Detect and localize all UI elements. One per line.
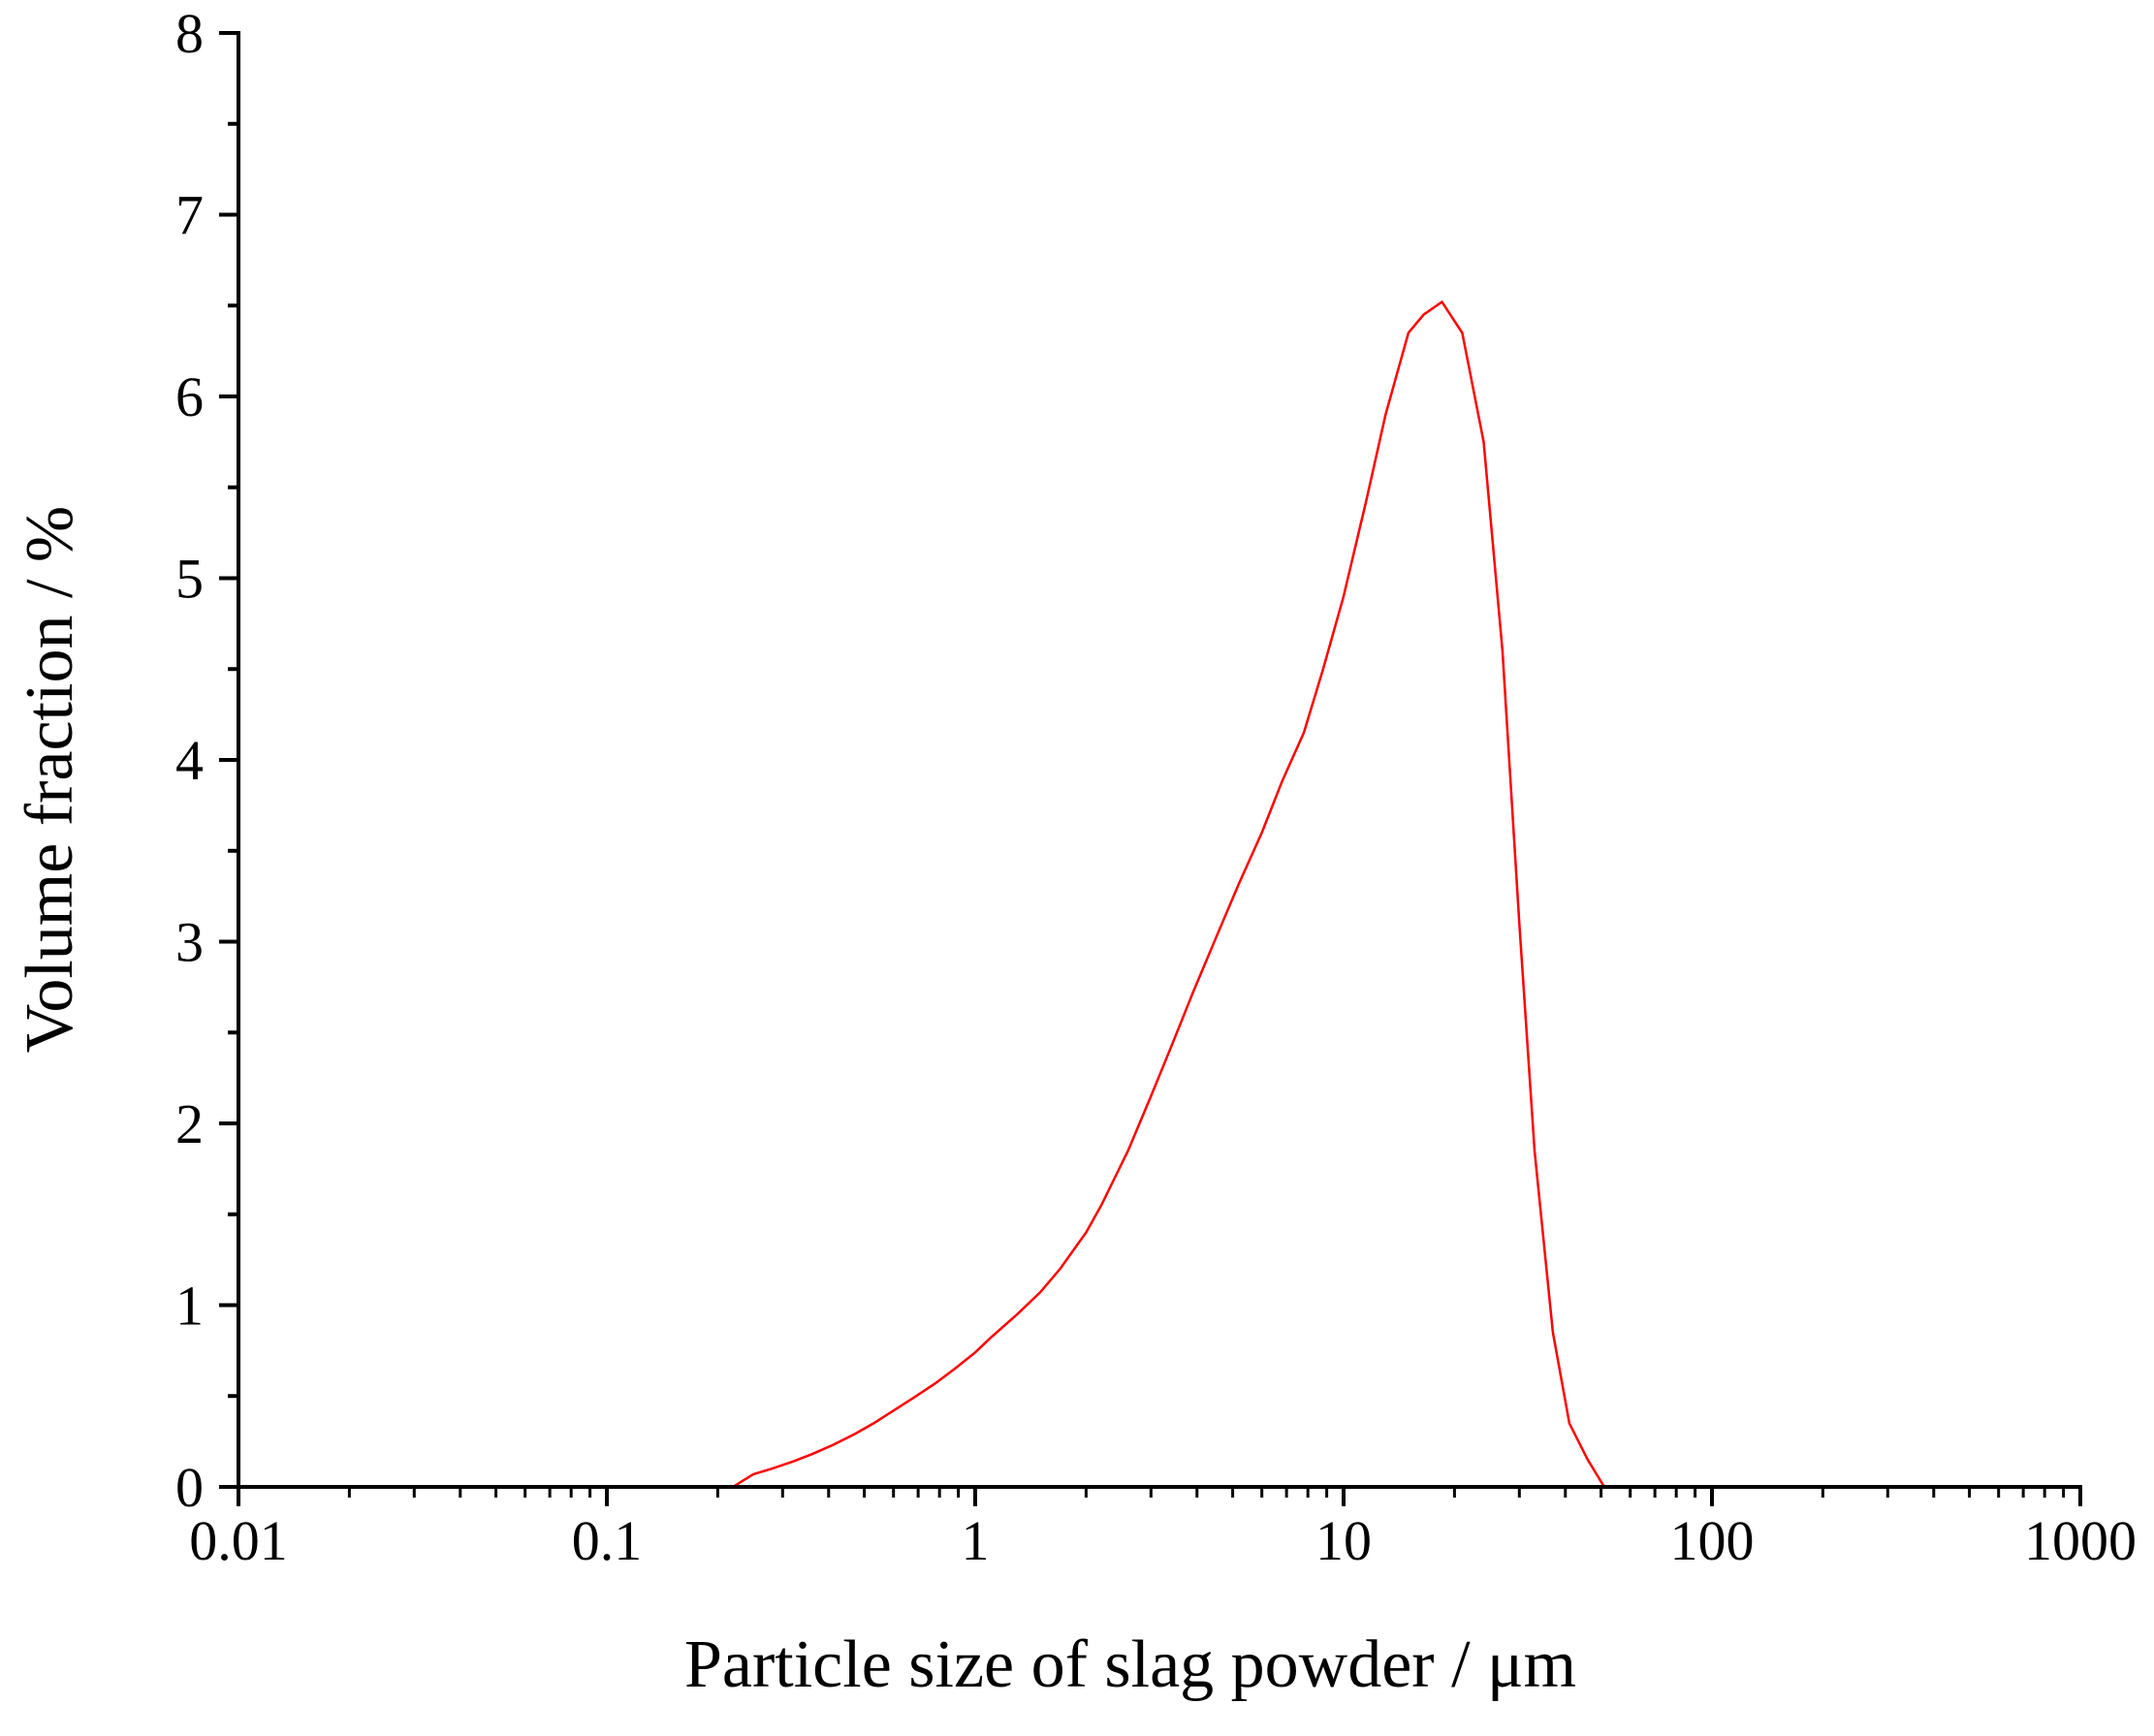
y-axis-title: Volume fraction / % [13, 506, 87, 1053]
y-tick-label: 1 [175, 1275, 204, 1338]
y-tick-label: 3 [175, 911, 204, 974]
x-tick-label: 100 [1670, 1509, 1755, 1572]
x-tick-label: 10 [1315, 1509, 1372, 1572]
x-tick-label: 1000 [2024, 1509, 2137, 1572]
ticks-layer: 0 1 2 3 4 5 6 7 8 0.01 0.1 1 10 100 1000 [175, 2, 2137, 1572]
y-tick-label: 7 [175, 184, 204, 247]
x-tick-label: 1 [962, 1509, 990, 1572]
y-tick-label: 2 [175, 1092, 204, 1155]
y-tick-label: 0 [175, 1456, 204, 1519]
x-axis-title: Particle size of slag powder / μm [684, 1627, 1576, 1702]
y-tick-label: 8 [175, 2, 204, 65]
y-tick-label: 6 [175, 365, 204, 428]
x-tick-label: 0.01 [189, 1509, 288, 1572]
x-tick-label: 0.1 [572, 1509, 643, 1572]
y-tick-label: 5 [175, 548, 204, 611]
y-tick-label: 4 [175, 729, 204, 792]
series-line [238, 300, 2080, 1489]
